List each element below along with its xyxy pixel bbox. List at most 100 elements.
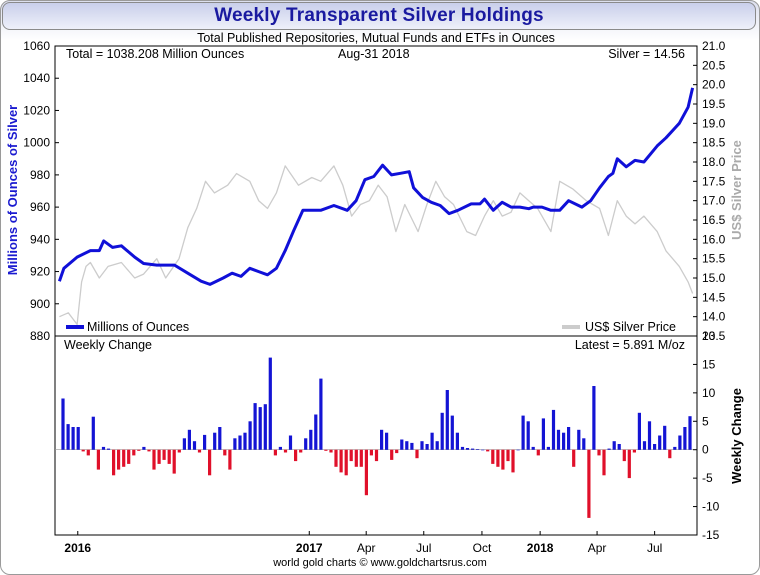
weekly-change-bar: [516, 449, 520, 451]
left-tick-label: 960: [30, 200, 50, 214]
right-tick-label: 14.5: [702, 290, 726, 304]
weekly-change-bar: [556, 429, 561, 450]
left-tick-label: 880: [30, 329, 50, 343]
weekly-change-bar: [61, 398, 65, 450]
weekly-change-bar: [106, 448, 111, 450]
weekly-change-bars: [61, 357, 692, 518]
left-tick-label: 920: [30, 265, 50, 279]
weekly-change-bar: [572, 449, 576, 467]
total-info: Total = 1038.208 Million Ounces: [66, 47, 244, 61]
weekly-change-bar: [172, 449, 176, 474]
weekly-change-bar: [208, 449, 212, 476]
weekly-change-bar: [137, 449, 141, 451]
weekly-change-bar: [132, 449, 136, 456]
x-tick-label: Oct: [473, 541, 492, 555]
weekly-change-bar: [612, 441, 616, 450]
weekly-change-bar: [288, 435, 293, 450]
weekly-change-bar: [309, 429, 313, 450]
weekly-change-bar: [642, 441, 647, 450]
axis-ticks-layer: 880900920940960980100010201040106013.514…: [23, 39, 725, 555]
x-tick-label: Jul: [647, 541, 662, 555]
right-tick-label: 18.0: [702, 155, 726, 169]
weekly-change-bar: [71, 427, 75, 450]
weekly-change-bar: [359, 449, 363, 467]
weekly-change-bar: [415, 449, 419, 459]
weekly-change-bar: [243, 432, 247, 450]
weekly-change-bar: [395, 449, 399, 454]
weekly-change-bar: [273, 449, 277, 456]
weekly-change-bar: [536, 449, 540, 456]
left-tick-label: 940: [30, 232, 50, 246]
right-tick-label: 21.0: [702, 39, 726, 53]
weekly-change-bar: [152, 449, 156, 470]
weekly-change-bar: [76, 427, 80, 450]
weekly-change-bar: [364, 449, 368, 496]
weekly-change-bar: [486, 449, 490, 452]
weekly-change-bar: [567, 427, 571, 450]
right-tick-label: 20.5: [702, 58, 726, 72]
weekly-change-bar: [258, 407, 262, 450]
weekly-change-bar: [491, 449, 495, 464]
weekly-change-bar: [582, 438, 586, 450]
legend-holdings-label: Millions of Ounces: [87, 320, 189, 334]
weekly-change-bar: [455, 432, 459, 450]
weekly-change-bar: [147, 449, 151, 452]
weekly-change-bar: [283, 449, 288, 453]
weekly-change-bar: [187, 429, 191, 450]
weekly-change-bar: [66, 424, 70, 450]
change-tick-label: -15: [702, 528, 720, 542]
weekly-change-bar: [647, 421, 652, 450]
weekly-change-bar: [526, 421, 530, 450]
holdings-line: [57, 87, 695, 286]
weekly-change-bar: [294, 449, 298, 462]
weekly-change-bar: [511, 449, 515, 473]
left-tick-label: 900: [30, 297, 50, 311]
weekly-change-bar: [465, 448, 470, 450]
weekly-change-bar: [248, 421, 252, 450]
holdings-layer: [57, 87, 695, 286]
weekly-change-bar: [476, 449, 480, 450]
weekly-change-bar: [339, 449, 343, 473]
title-bar: Weekly Transparent Silver Holdings: [2, 2, 756, 30]
weekly-change-bar: [637, 412, 641, 450]
left-tick-label: 1060: [23, 39, 50, 53]
weekly-change-bar: [91, 416, 95, 450]
weekly-change-bar: [314, 414, 318, 450]
weekly-change-bar: [440, 412, 444, 450]
weekly-change-bar: [496, 449, 500, 467]
x-tick-label: 2016: [64, 541, 91, 555]
weekly-change-bar: [380, 429, 384, 450]
weekly-change-bar: [192, 441, 197, 450]
weekly-change-bar: [213, 432, 217, 450]
right-tick-label: 15.0: [702, 271, 726, 285]
right-tick-label: 13.5: [702, 329, 726, 343]
weekly-change-bar: [349, 449, 353, 462]
weekly-change-bar: [663, 425, 667, 450]
weekly-change-bar: [182, 438, 186, 450]
weekly-change-bar: [324, 449, 328, 451]
change-tick-label: 10: [702, 386, 716, 400]
x-tick-label: 2017: [296, 541, 323, 555]
weekly-change-bar: [420, 441, 424, 450]
chart-subtitle: Total Published Repositories, Mutual Fun…: [197, 31, 555, 45]
right-tick-label: 19.5: [702, 97, 726, 111]
weekly-change-bar: [304, 438, 308, 450]
weekly-change-bar: [658, 435, 662, 450]
change-tick-label: 5: [702, 414, 709, 428]
weekly-change-bar: [683, 427, 687, 450]
weekly-change-bar: [334, 449, 338, 467]
change-tick-label: 20: [702, 329, 716, 343]
right-tick-label: 18.5: [702, 136, 726, 150]
weekly-change-bar: [425, 444, 429, 450]
weekly-change-bar: [521, 415, 525, 450]
weekly-change-bar: [81, 449, 85, 452]
weekly-change-bar: [627, 449, 631, 479]
weekly-change-bar: [410, 442, 414, 450]
weekly-change-bar: [597, 449, 601, 456]
weekly-change-bar: [203, 434, 207, 450]
weekly-change-bar: [319, 378, 323, 450]
weekly-change-bar: [602, 449, 606, 476]
weekly-change-bar: [531, 446, 535, 450]
weekly-change-bar: [546, 446, 550, 450]
weekly-change-bar: [162, 449, 166, 460]
